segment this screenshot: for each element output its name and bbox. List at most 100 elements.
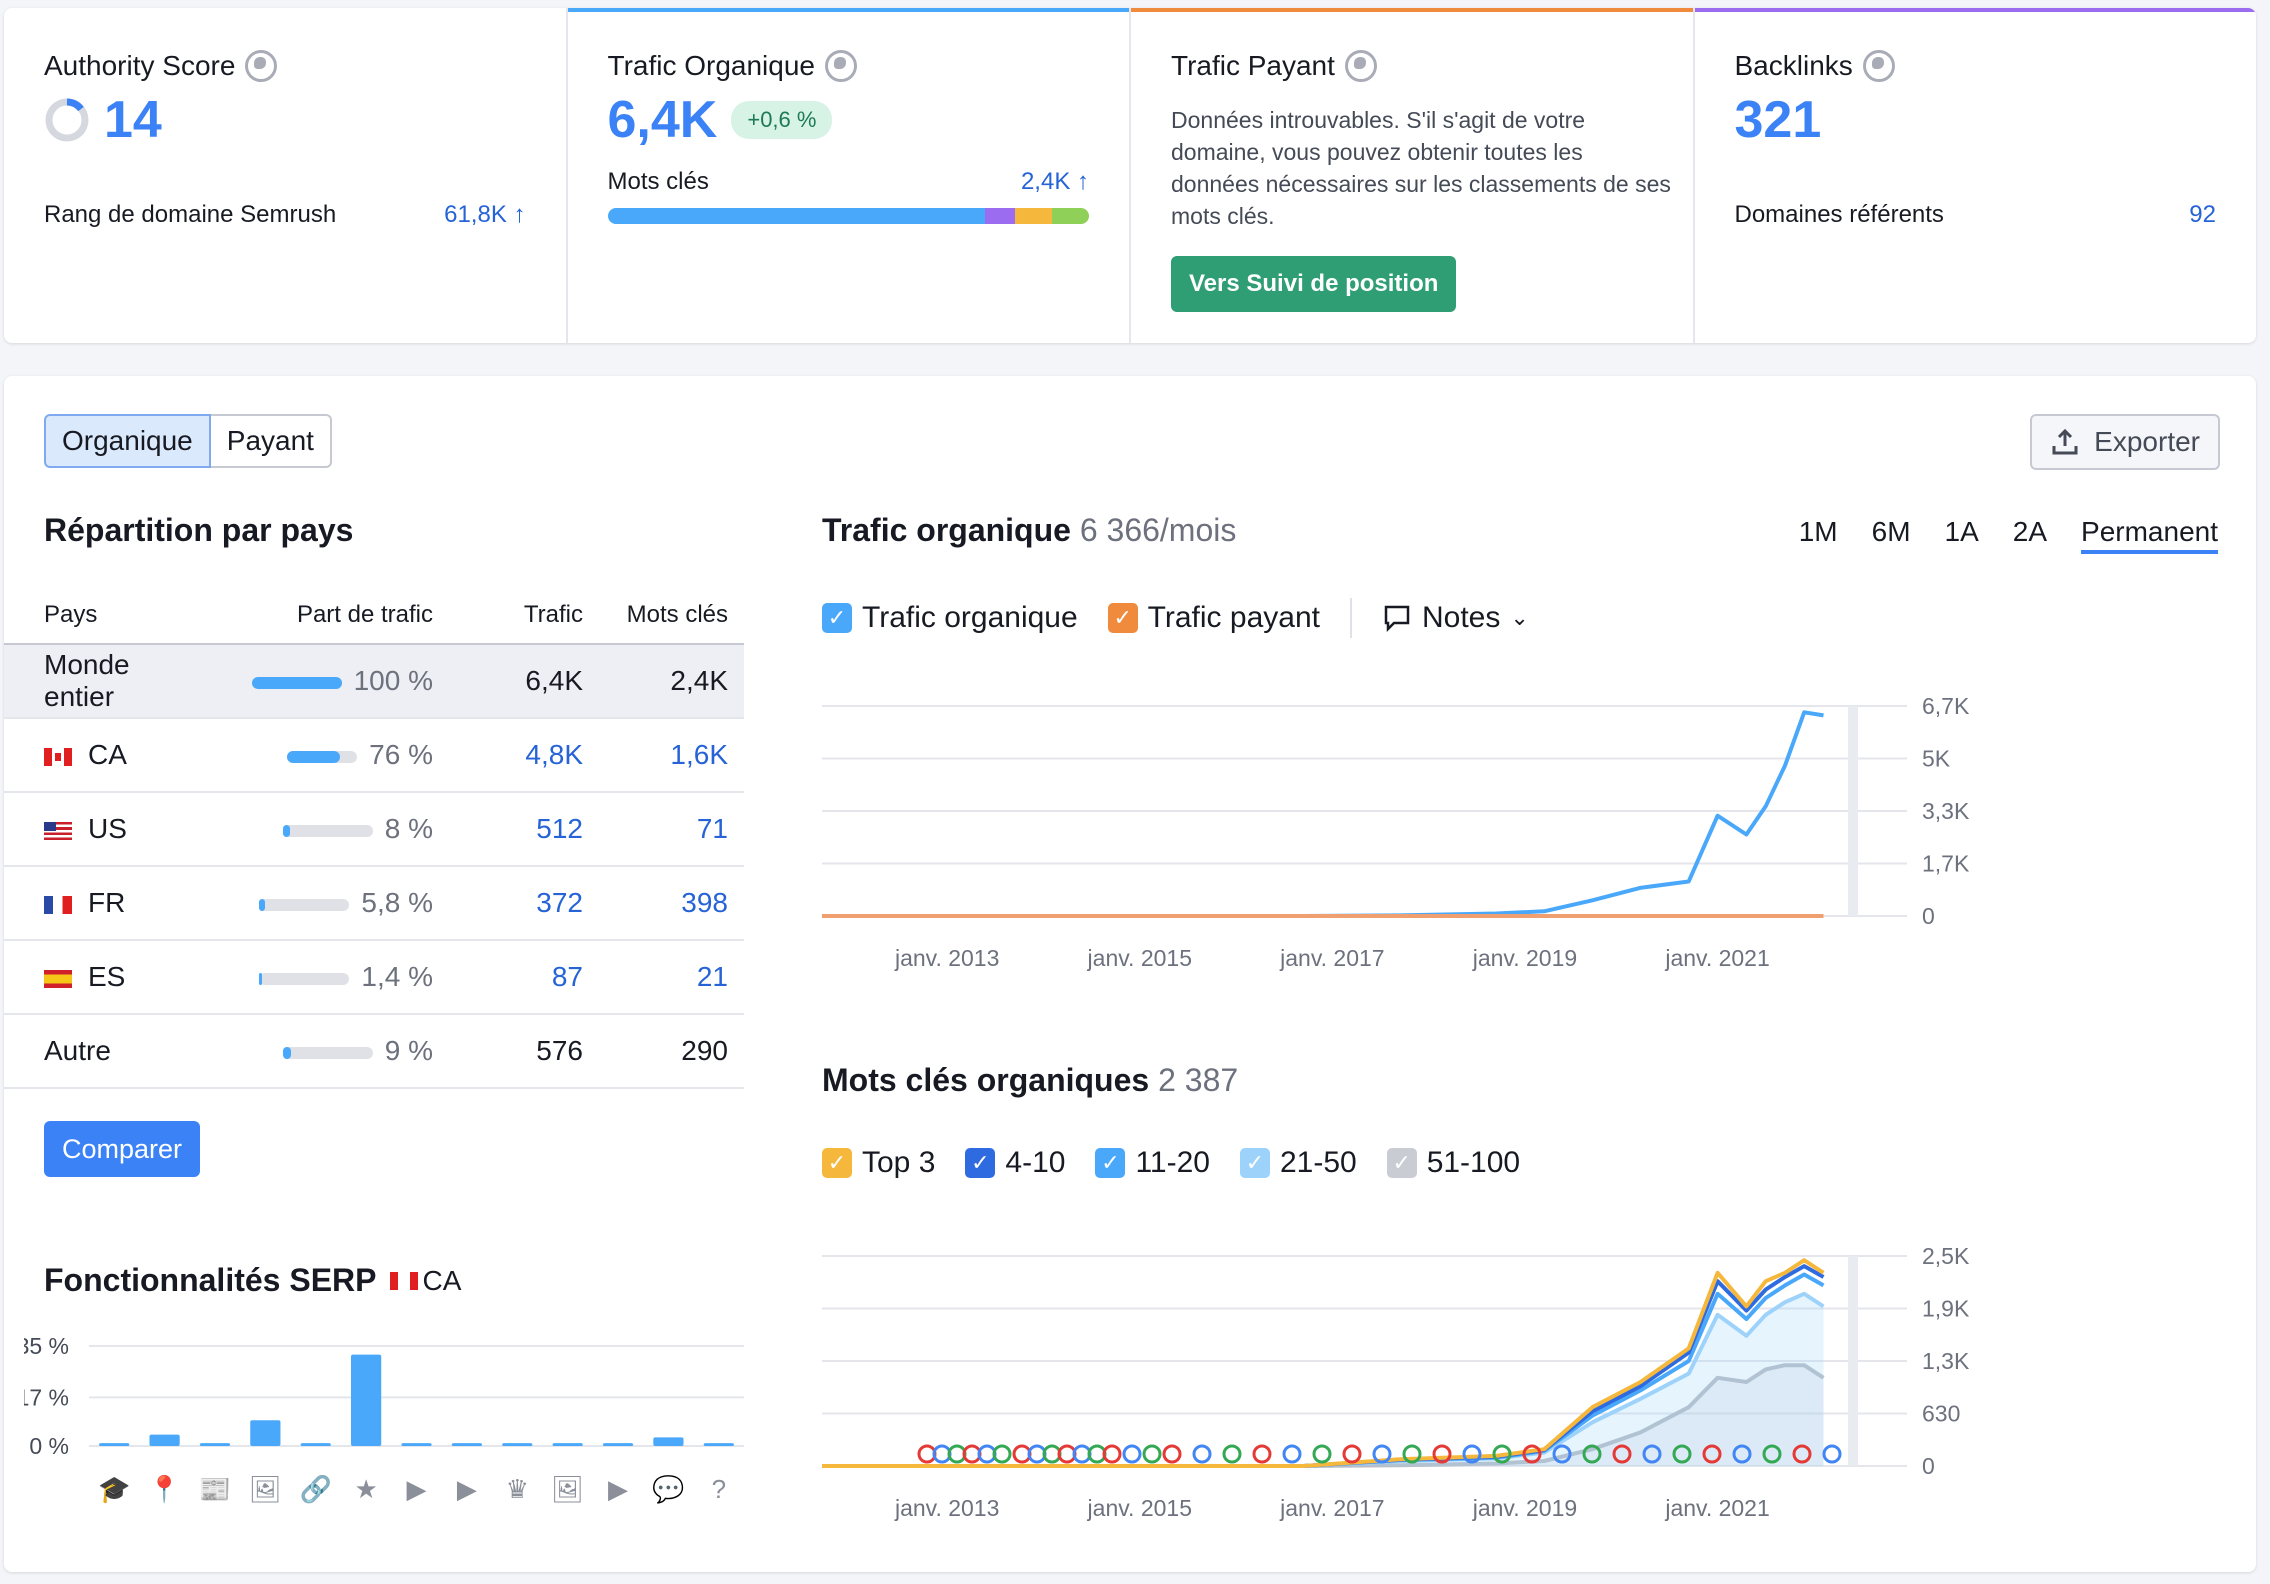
serp-bar <box>351 1354 382 1446</box>
country-table: Pays Part de trafic Trafic Mots clés Mon… <box>4 586 744 1089</box>
export-button[interactable]: Exporter <box>2030 414 2220 470</box>
traffic-cell: 576 <box>449 1013 599 1089</box>
google-update-marker <box>1582 1444 1602 1464</box>
y-tick-label: 17 % <box>24 1384 69 1410</box>
serp-bar <box>451 1443 482 1446</box>
keywords-cell[interactable]: 398 <box>599 866 744 941</box>
legend-paid[interactable]: ✓ Trafic payant <box>1107 601 1320 635</box>
serp-feature-icon: ▶ <box>457 1474 477 1504</box>
organic-title: Trafic Organique <box>608 50 857 82</box>
keywords-value[interactable]: 2,4K ↑ <box>1020 168 1089 195</box>
serp-features-chart: 0 % 17 % 35 % 🎓 📍 📰 🖼 🔗 ★ ▶ ▶ ♛ 🖼 ▶ 💬? <box>24 1333 744 1505</box>
keywords-cell[interactable]: 1,6K <box>599 718 744 793</box>
referring-domains-value[interactable]: 92 <box>2189 201 2216 228</box>
paid-accent <box>1131 8 1693 12</box>
traffic-cell[interactable]: 87 <box>449 940 599 1015</box>
traffic-line-chart: 0 1,7K 3,3K 5K 6,7K janv. 2013 janv. 2015 janv.… <box>822 693 1970 971</box>
serp-bar <box>149 1434 180 1446</box>
keywords-cell: 2,4K <box>599 644 744 719</box>
info-globe-icon[interactable] <box>245 50 278 82</box>
x-tick-label: janv. 2015 <box>1087 1495 1192 1521</box>
current-period-marker <box>1848 1256 1858 1466</box>
range-2y[interactable]: 2A <box>2012 516 2048 547</box>
range-1y[interactable]: 1A <box>1944 516 1979 547</box>
table-row[interactable]: US 8 % 512 71 <box>4 792 744 867</box>
google-update-marker <box>1702 1444 1722 1464</box>
share-cell: 5,8 % <box>189 866 449 941</box>
organic-value[interactable]: 6,4K +0,6 % <box>608 90 833 150</box>
compare-button[interactable]: Comparer <box>44 1121 201 1177</box>
share-cell: 100 % <box>189 644 449 719</box>
authority-value[interactable]: 14 <box>44 90 162 150</box>
google-update-marker <box>1192 1444 1212 1464</box>
table-row[interactable]: CA 76 % 4,8K 1,6K <box>4 718 744 793</box>
y-tick-label: 0 % <box>29 1433 69 1459</box>
serp-bar <box>552 1443 583 1446</box>
current-period-marker <box>1848 706 1858 916</box>
info-globe-icon[interactable] <box>1344 50 1377 82</box>
y-tick-label: 0 <box>1922 1453 1935 1479</box>
traffic-legend: ✓ Trafic organique ✓ Trafic payant Notes ⌄ <box>822 598 1529 638</box>
google-update-marker <box>1792 1444 1812 1464</box>
serp-section-title: Fonctionnalités SERP CA <box>44 1262 462 1298</box>
col-keywords[interactable]: Mots clés <box>599 586 744 645</box>
serp-feature-icon: ♛ <box>506 1474 529 1504</box>
country-cell: CA <box>4 718 189 793</box>
google-update-marker <box>1122 1444 1142 1464</box>
date-range-selector: 1M 6M 1A 2A Permanent <box>1799 516 2218 554</box>
google-update-marker <box>1522 1444 1542 1464</box>
google-update-marker <box>1462 1444 1482 1464</box>
table-row[interactable]: ES 1,4 % 87 21 <box>4 940 744 1015</box>
serp-feature-icon: ▶ <box>407 1474 427 1504</box>
legend-4-10[interactable]: ✓ 4-10 <box>965 1146 1065 1180</box>
google-update-marker <box>1492 1444 1512 1464</box>
share-cell: 1,4 % <box>189 940 449 1015</box>
info-globe-icon[interactable] <box>1862 50 1895 82</box>
range-1m[interactable]: 1M <box>1798 516 1838 547</box>
range-all-time[interactable]: Permanent <box>2081 516 2218 554</box>
range-6m[interactable]: 6M <box>1871 516 1911 547</box>
table-row[interactable]: Autre 9 % 576 290 <box>4 1013 744 1089</box>
tab-paid[interactable]: Payant <box>210 414 332 468</box>
position-tracking-button[interactable]: Vers Suivi de position <box>1171 256 1457 312</box>
bar-segment <box>1014 208 1052 224</box>
legend-51-100[interactable]: ✓ 51-100 <box>1386 1146 1520 1180</box>
col-share[interactable]: Part de trafic <box>189 586 449 645</box>
traffic-cell[interactable]: 4,8K <box>449 718 599 793</box>
keywords-cell[interactable]: 71 <box>599 792 744 867</box>
traffic-cell[interactable]: 512 <box>449 792 599 867</box>
serp-feature-icon: 🎓 <box>98 1474 130 1504</box>
col-traffic[interactable]: Trafic <box>449 586 599 645</box>
share-bar <box>259 972 350 985</box>
google-update-marker <box>1552 1444 1572 1464</box>
col-country[interactable]: Pays <box>4 586 189 645</box>
organic-card: Trafic Organique 6,4K +0,6 % Mots clés 2… <box>567 8 1131 343</box>
notes-dropdown[interactable]: Notes ⌄ <box>1382 601 1529 635</box>
checkbox-icon: ✓ <box>1386 1148 1417 1178</box>
keywords-cell: 290 <box>599 1013 744 1089</box>
google-update-marker <box>1282 1444 1302 1464</box>
share-bar <box>287 750 358 763</box>
google-update-marker <box>1162 1444 1182 1464</box>
domain-rank-value[interactable]: 61,8K ↑ <box>444 201 526 228</box>
chevron-down-icon: ⌄ <box>1510 605 1529 630</box>
legend-top3[interactable]: ✓ Top 3 <box>822 1146 935 1180</box>
bar-segment <box>607 208 986 224</box>
checkbox-icon: ✓ <box>1095 1148 1126 1178</box>
legend-21-50[interactable]: ✓ 21-50 <box>1239 1146 1357 1180</box>
traffic-type-tabs: Organique Payant <box>44 414 332 468</box>
keywords-cell[interactable]: 21 <box>599 940 744 1015</box>
table-row[interactable]: FR 5,8 % 372 398 <box>4 866 744 941</box>
table-row[interactable]: Monde entier 100 % 6,4K 2,4K <box>4 644 744 719</box>
y-tick-label: 2,5K <box>1922 1243 1970 1269</box>
y-tick-label: 1,7K <box>1922 851 1970 877</box>
legend-11-20[interactable]: ✓ 11-20 <box>1095 1146 1210 1180</box>
traffic-cell[interactable]: 372 <box>449 866 599 941</box>
y-tick-label: 1,9K <box>1922 1296 1970 1322</box>
info-globe-icon[interactable] <box>825 50 857 82</box>
authority-title: Authority Score <box>44 50 278 82</box>
legend-organic[interactable]: ✓ Trafic organique <box>822 601 1078 635</box>
divider <box>1349 598 1352 638</box>
tab-organic[interactable]: Organique <box>44 414 211 468</box>
backlinks-value[interactable]: 321 <box>1734 91 1822 149</box>
